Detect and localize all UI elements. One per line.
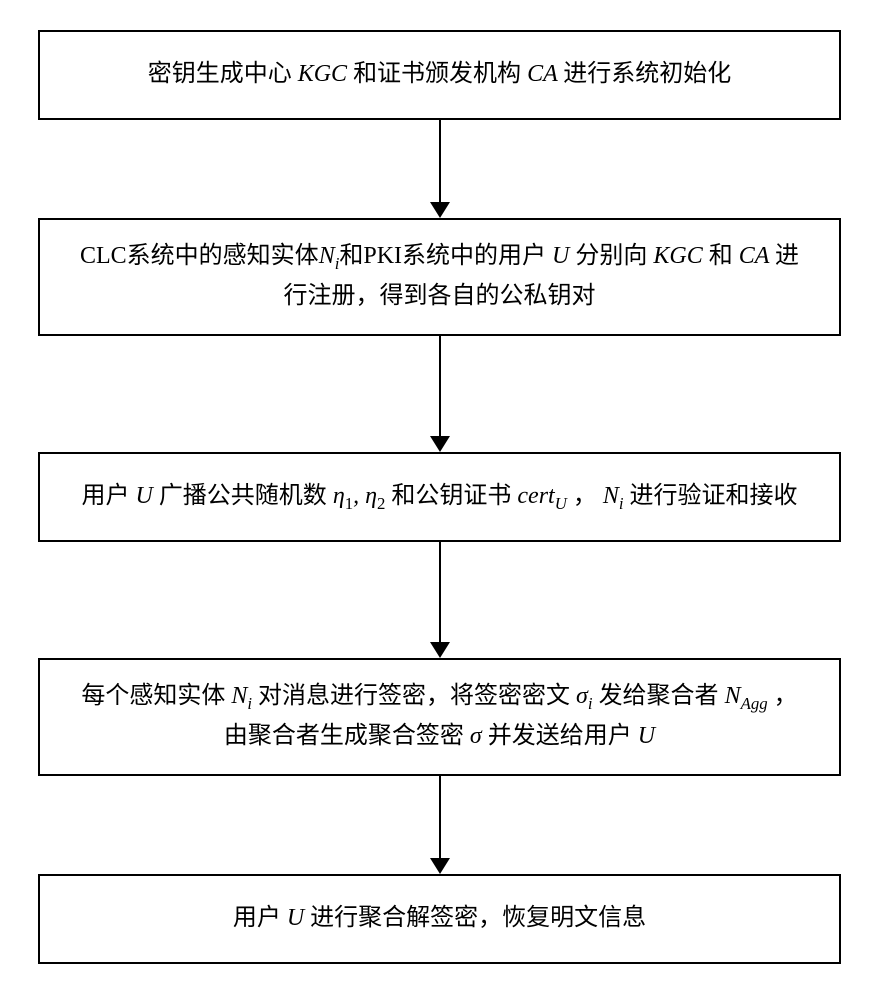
text-segment: 和PKI系统中的用户: [339, 243, 546, 269]
math-segment: N: [603, 483, 619, 509]
flow-step-2-line2: 行注册，得到各自的公私钥对: [284, 277, 596, 317]
math-segment: U: [546, 243, 575, 269]
text-segment: 每个感知实体: [81, 683, 231, 709]
math-segment: N: [719, 683, 741, 709]
text-segment: 用户: [233, 905, 281, 931]
math-segment: KGC: [653, 243, 702, 269]
flow-step-2: CLC系统中的感知实体Ni和PKI系统中的用户 U 分别向 KGC 和 CA 进…: [38, 218, 841, 336]
math-segment: CA: [527, 61, 563, 87]
math-segment: CA: [733, 243, 775, 269]
flow-step-1: 密钥生成中心 KGC 和证书颁发机构 CA 进行系统初始化: [38, 30, 841, 120]
text-segment: ，: [567, 483, 603, 509]
math-segment: σ: [470, 723, 488, 749]
text-segment: 用户: [81, 483, 129, 509]
text-segment: 发给聚合者: [593, 683, 719, 709]
flow-arrow-4: [38, 776, 841, 874]
arrow-head-icon: [430, 858, 450, 874]
math-segment: N: [319, 243, 335, 269]
text-segment: 广播公共随机数: [159, 483, 327, 509]
text-segment: 和证书颁发机构: [353, 61, 527, 87]
arrow-line: [439, 120, 441, 204]
text-segment: 进: [775, 243, 799, 269]
text-segment: 由聚合者生成聚合签密: [224, 723, 470, 749]
subscript: Agg: [741, 694, 768, 713]
arrow-head-icon: [430, 202, 450, 218]
text-segment: 进行系统初始化: [563, 61, 731, 87]
flow-step-4: 每个感知实体 Ni 对消息进行签密，将签密密文 σi 发给聚合者 NAgg ， …: [38, 658, 841, 776]
math-segment: σ: [576, 683, 588, 709]
text-segment: 和: [703, 243, 733, 269]
flowchart-container: 密钥生成中心 KGC 和证书颁发机构 CA 进行系统初始化 CLC系统中的感知实…: [0, 0, 879, 994]
arrow-line: [439, 336, 441, 438]
flow-step-4-line1: 每个感知实体 Ni 对消息进行签密，将签密密文 σi 发给聚合者 NAgg ，: [81, 677, 797, 718]
flow-step-1-text: 密钥生成中心 KGC 和证书颁发机构 CA 进行系统初始化: [148, 55, 732, 95]
math-segment: cert: [511, 483, 554, 509]
text-segment: 进行聚合解签密，恢复明文信息: [310, 905, 646, 931]
arrow-line: [439, 542, 441, 644]
text-segment: 分别向: [575, 243, 653, 269]
text-segment: 对消息进行签密，将签密密文: [252, 683, 576, 709]
flow-step-3: 用户 U 广播公共随机数 η1, η2 和公钥证书 certU ， Ni 进行验…: [38, 452, 841, 542]
text-segment: 和公钥证书: [385, 483, 511, 509]
text-segment: CLC系统中的感知实体: [80, 243, 319, 269]
arrow-line: [439, 776, 441, 860]
text-segment: 并发送给用户: [488, 723, 638, 749]
text-segment: 密钥生成中心: [148, 61, 292, 87]
text-segment: 进行验证和接收: [624, 483, 798, 509]
flow-arrow-2: [38, 336, 841, 452]
arrow-head-icon: [430, 436, 450, 452]
math-segment: N: [231, 683, 247, 709]
math-segment: , η: [353, 483, 377, 509]
flow-arrow-3: [38, 542, 841, 658]
flow-step-5-text: 用户 U 进行聚合解签密，恢复明文信息: [233, 899, 646, 939]
flow-step-2-line1: CLC系统中的感知实体Ni和PKI系统中的用户 U 分别向 KGC 和 CA 进: [80, 237, 799, 278]
math-segment: U: [129, 483, 158, 509]
flow-arrow-1: [38, 120, 841, 218]
math-segment: η: [327, 483, 345, 509]
text-segment: ，: [768, 683, 798, 709]
flow-step-3-text: 用户 U 广播公共随机数 η1, η2 和公钥证书 certU ， Ni 进行验…: [81, 477, 797, 518]
flow-step-5: 用户 U 进行聚合解签密，恢复明文信息: [38, 874, 841, 964]
text-segment: 行注册，得到各自的公私钥对: [284, 283, 596, 309]
math-segment: KGC: [292, 61, 353, 87]
subscript: 1: [345, 494, 353, 513]
flow-step-4-line2: 由聚合者生成聚合签密 σ 并发送给用户 U: [224, 717, 655, 757]
math-segment: U: [638, 723, 655, 749]
subscript: U: [555, 494, 567, 513]
math-segment: U: [281, 905, 310, 931]
arrow-head-icon: [430, 642, 450, 658]
